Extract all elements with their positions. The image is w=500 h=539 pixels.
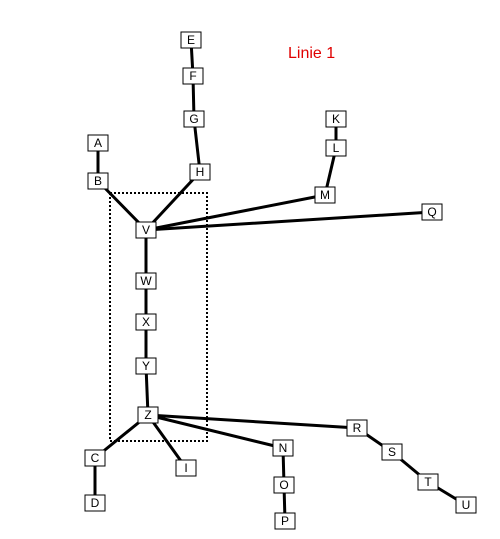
node-t: T — [417, 473, 439, 491]
node-i: I — [175, 459, 197, 477]
node-label: P — [281, 514, 289, 528]
node-label: E — [187, 33, 195, 47]
node-label: T — [424, 475, 432, 489]
node-box — [135, 313, 157, 331]
node-label: N — [279, 441, 288, 455]
node-box — [182, 67, 204, 85]
node-box — [135, 272, 157, 290]
node-box — [84, 449, 106, 467]
node-k: K — [325, 110, 347, 128]
node-q: Q — [421, 203, 443, 221]
node-w: W — [135, 272, 157, 290]
node-label: G — [189, 112, 198, 126]
node-label: Y — [142, 359, 150, 373]
node-box — [137, 406, 159, 424]
node-label: L — [333, 141, 340, 155]
node-v: V — [135, 221, 157, 239]
node-box — [346, 419, 368, 437]
node-box — [455, 496, 477, 514]
node-label: D — [91, 496, 100, 510]
node-s: S — [381, 443, 403, 461]
node-box — [175, 459, 197, 477]
node-box — [135, 357, 157, 375]
node-y: Y — [135, 357, 157, 375]
edge-z-r — [146, 413, 359, 430]
node-u: U — [455, 496, 477, 514]
node-c: C — [84, 449, 106, 467]
node-r: R — [346, 419, 368, 437]
node-label: I — [184, 461, 187, 475]
node-box — [189, 163, 211, 181]
node-m: M — [314, 186, 336, 204]
node-b: B — [87, 172, 109, 190]
node-label: H — [196, 165, 205, 179]
node-f: F — [182, 67, 204, 85]
node-h: H — [189, 163, 211, 181]
node-box — [180, 31, 202, 49]
node-box — [325, 139, 347, 157]
node-z: Z — [137, 406, 159, 424]
dotted-selection-frame — [109, 192, 208, 442]
node-label: Z — [144, 408, 151, 422]
node-l: L — [325, 139, 347, 157]
node-label: C — [91, 451, 100, 465]
node-label: S — [388, 445, 396, 459]
node-label: O — [279, 478, 288, 492]
node-d: D — [84, 494, 106, 512]
node-label: K — [332, 112, 340, 126]
edge-z-n — [146, 413, 285, 450]
node-label: V — [142, 223, 150, 237]
node-label: X — [142, 315, 150, 329]
node-box — [274, 512, 296, 530]
node-e: E — [180, 31, 202, 49]
node-box — [272, 439, 294, 457]
node-label: W — [140, 274, 152, 288]
node-box — [314, 186, 336, 204]
node-box — [183, 110, 205, 128]
node-label: M — [320, 188, 330, 202]
node-label: B — [94, 174, 102, 188]
node-box — [87, 134, 109, 152]
diagram-title: Linie 1 — [288, 45, 335, 62]
node-box — [325, 110, 347, 128]
node-box — [417, 473, 439, 491]
edge-m-v — [144, 193, 327, 232]
edge-v-q — [144, 210, 434, 232]
node-x: X — [135, 313, 157, 331]
node-label: U — [462, 498, 471, 512]
node-o: O — [273, 476, 295, 494]
nodes-layer: E F G H A B K L M Q V W X Y Z C D I N O P R S T U — [84, 31, 477, 530]
node-box — [87, 172, 109, 190]
node-label: R — [353, 421, 362, 435]
node-label: Q — [427, 205, 436, 219]
node-label: F — [189, 69, 196, 83]
node-box — [381, 443, 403, 461]
node-box — [273, 476, 295, 494]
node-p: P — [274, 512, 296, 530]
node-a: A — [87, 134, 109, 152]
node-box — [84, 494, 106, 512]
node-label: A — [94, 136, 102, 150]
node-box — [421, 203, 443, 221]
node-g: G — [183, 110, 205, 128]
edge-g-h — [192, 117, 202, 174]
node-box — [135, 221, 157, 239]
node-n: N — [272, 439, 294, 457]
edge-h-v — [144, 170, 202, 232]
